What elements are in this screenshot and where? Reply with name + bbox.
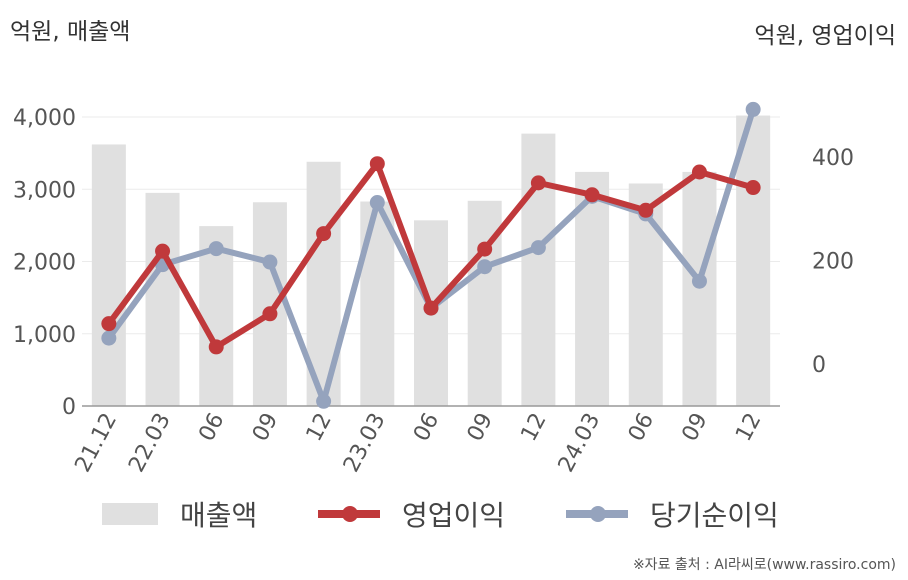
bar-revenue [521,133,556,406]
x-tick-label: 09 [463,409,498,445]
x-tick-label: 22.03 [124,409,176,476]
left-tick-label: 1,000 [13,323,76,348]
point-operating-profit [316,226,332,242]
point-operating-profit [423,300,439,316]
legend-item-operating-profit: 영업이익 [318,492,505,536]
source-note: ※자료 출처 : AI라씨로(www.rassiro.com) [632,557,896,573]
point-operating-profit [262,306,278,322]
legend-label-net-income: 당기순이익 [650,499,779,532]
point-net-income [316,393,332,409]
left-tick-label: 4,000 [13,106,76,131]
point-operating-profit [584,187,600,203]
point-net-income [477,259,493,275]
x-tick-label: 23.03 [339,409,391,476]
legend-label-revenue: 매출액 [180,499,258,532]
x-tick-label: 12 [302,409,337,445]
point-operating-profit [638,202,654,218]
point-net-income [208,241,224,257]
legend-label-operating-profit: 영업이익 [402,499,506,532]
x-tick-label: 06 [194,409,229,445]
x-tick-label: 12 [731,409,766,445]
legend-swatch-revenue [102,503,158,525]
point-operating-profit [208,339,224,355]
legend-swatch-operating-profit [318,503,380,525]
bar-revenue [145,192,180,406]
legend-item-revenue: 매출액 [102,492,257,536]
right-tick-label: 400 [812,146,854,171]
bar-revenue [682,171,717,406]
x-tick-label: 09 [248,409,283,445]
point-net-income [262,254,278,270]
x-tick-label: 06 [409,409,444,445]
x-tick-label: 12 [516,409,551,445]
point-net-income [530,240,546,256]
x-tick-label: 24.03 [554,409,606,476]
point-operating-profit [745,180,761,196]
point-net-income [369,195,385,211]
point-operating-profit [477,241,493,257]
point-net-income [691,273,707,289]
point-operating-profit [369,156,385,172]
point-net-income [101,330,117,346]
point-operating-profit [101,316,117,332]
right-tick-label: 0 [812,353,826,378]
point-operating-profit [155,243,171,259]
x-tick-label: 06 [624,409,659,445]
legend-swatch-net-income [566,503,628,525]
x-tick-label: 09 [678,409,713,445]
point-operating-profit [691,164,707,180]
legend: 매출액 영업이익 당기순이익 [0,492,908,536]
left-tick-label: 2,000 [13,251,76,276]
left-tick-label: 3,000 [13,178,76,203]
point-operating-profit [530,175,546,191]
bar-revenue [252,202,287,406]
bar-revenue [736,115,771,407]
left-tick-label: 0 [62,395,76,420]
x-tick-label: 21.12 [71,409,123,476]
right-tick-label: 200 [812,250,854,275]
right-axis-unit: 억원, 영업이익 [754,23,896,49]
combo-chart: 0 1,000 2,000 3,000 4,000 0 200 400 21.12 22.03 06… [13,101,854,476]
point-net-income [745,101,761,117]
bar-revenue [91,144,126,406]
left-axis-unit: 억원, 매출액 [10,19,131,45]
legend-item-net-income: 당기순이익 [566,492,779,536]
